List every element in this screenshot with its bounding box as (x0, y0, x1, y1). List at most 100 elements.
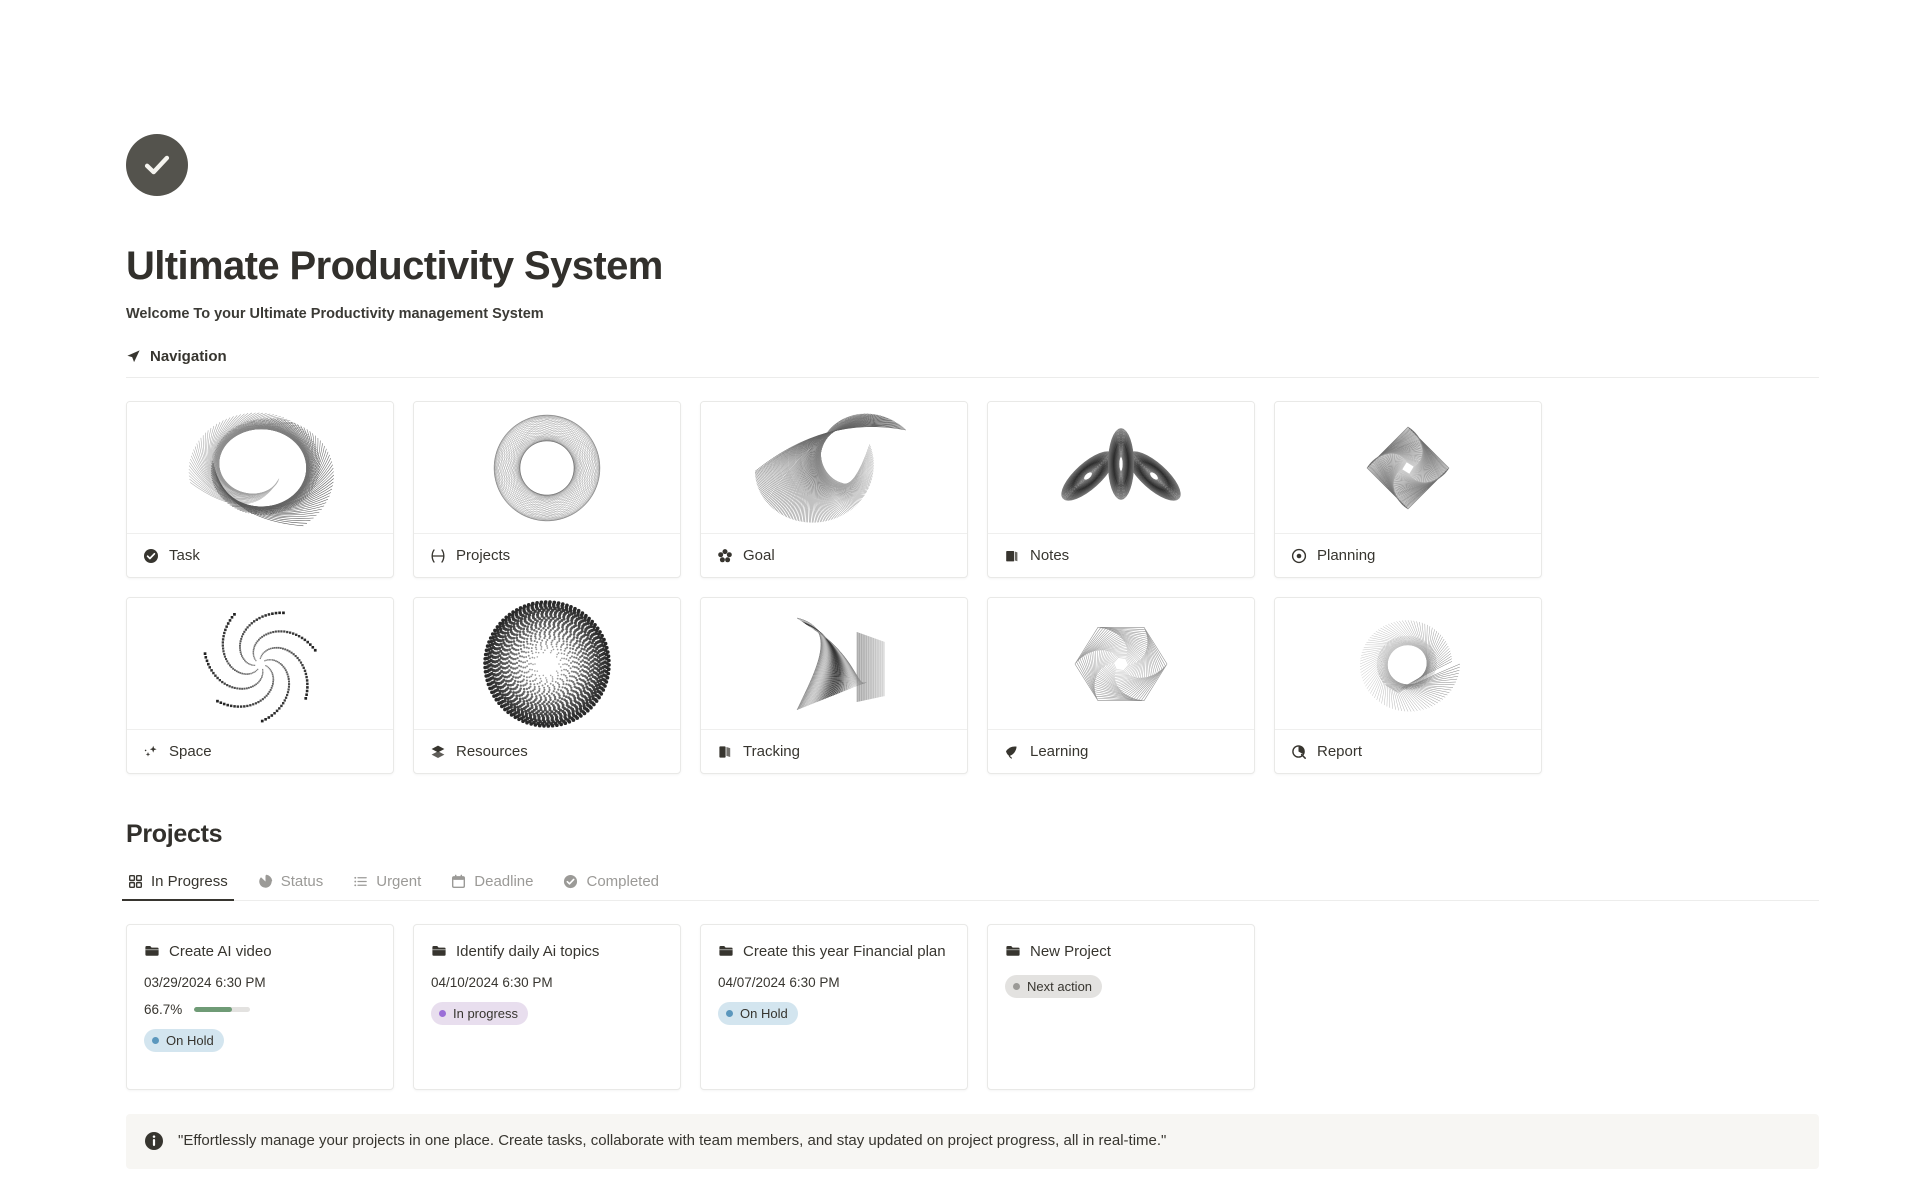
nav-card-label: Learning (1030, 743, 1089, 760)
project-card[interactable]: Create this year Financial plan 04/07/202… (700, 924, 968, 1090)
rotating-circles-artwork (414, 402, 680, 534)
nav-card-label-row: Tracking (701, 730, 967, 773)
tab-label: Completed (586, 873, 660, 890)
tab-deadline[interactable]: Deadline (449, 873, 535, 900)
pie-chart-icon (1292, 744, 1306, 759)
wave-fan-artwork (701, 402, 967, 534)
folder-icon (432, 946, 446, 956)
nav-card-label-row: Learning (988, 730, 1254, 773)
sparkles-icon (144, 745, 157, 757)
info-icon (145, 1132, 163, 1150)
nav-card-label-row: Resources (414, 730, 680, 773)
nav-card-planning[interactable]: Planning (1274, 401, 1542, 578)
book-open-icon (719, 745, 731, 758)
project-title: Create this year Financial plan (743, 943, 946, 960)
navigation-arrow-icon (127, 350, 140, 363)
project-date: 04/10/2024 6:30 PM (431, 974, 553, 990)
nav-card-goal[interactable]: Goal (700, 401, 968, 578)
status-dot-icon (152, 1036, 159, 1044)
tab-urgent[interactable]: Urgent (351, 873, 423, 900)
tab-completed[interactable]: Completed (561, 873, 661, 900)
nav-card-label: Resources (456, 743, 528, 760)
status-badge[interactable]: On Hold (144, 1028, 224, 1052)
project-title: Create AI video (169, 943, 272, 960)
status-badge[interactable]: On Hold (718, 1001, 798, 1025)
nav-card-label-row: Report (1275, 730, 1541, 773)
hero-icon-container (126, 0, 1826, 196)
spiral-diamond-artwork (1275, 402, 1541, 534)
nav-card-resources[interactable]: Resources (413, 597, 681, 774)
nav-card-label: Projects (456, 547, 511, 564)
clover-flower-icon (718, 548, 732, 562)
folder-icon (719, 946, 733, 956)
navigation-card-grid: Task Projects Goal Notes Planning Space Resour… (126, 401, 1826, 774)
pie-slice-icon (258, 874, 272, 888)
navigation-label: Navigation (150, 348, 227, 365)
project-title-row: Create AI video (144, 941, 376, 963)
project-card-grid: Create AI video 03/29/2024 6:30 PM 66.7% On… (126, 924, 1826, 1090)
nav-card-label: Tracking (743, 743, 800, 760)
progress-bar (194, 1006, 251, 1012)
project-progress: 66.7% (144, 1002, 376, 1017)
nav-card-report[interactable]: Report (1274, 597, 1542, 774)
check-circle-icon (126, 134, 188, 196)
status-badge[interactable]: Next action (1005, 974, 1103, 998)
project-title: Identify daily Ai topics (456, 943, 600, 960)
nav-card-label-row: Goal (701, 534, 967, 577)
ribbon-fold-artwork (701, 598, 967, 730)
list-bullets-icon (354, 876, 368, 887)
check-circle-icon (144, 548, 158, 563)
folder-icon (145, 946, 159, 956)
info-callout: "Effortlessly manage your projects in on… (126, 1114, 1819, 1169)
status-label: On Hold (740, 1005, 788, 1021)
projects-tab-bar: In Progress Status Urgent Deadline Completed (122, 873, 1819, 901)
nav-card-tracking[interactable]: Tracking (700, 597, 968, 774)
project-card[interactable]: Create AI video 03/29/2024 6:30 PM 66.7% On… (126, 924, 394, 1090)
status-label: In progress (453, 1005, 519, 1021)
loop-spiral-artwork (1275, 598, 1541, 730)
nav-card-notes[interactable]: Notes (987, 401, 1255, 578)
project-card[interactable]: New Project Next action (987, 924, 1255, 1090)
project-title-row: Create this year Financial plan (718, 941, 950, 963)
callout-text: "Effortlessly manage your projects in on… (178, 1132, 1167, 1149)
nav-card-label-row: Projects (414, 534, 680, 577)
nav-card-label: Planning (1317, 547, 1376, 564)
nav-card-task[interactable]: Task (126, 401, 394, 578)
nav-card-label-row: Space (127, 730, 393, 773)
nav-card-label: Notes (1030, 547, 1070, 564)
tab-in-progress[interactable]: In Progress (122, 873, 234, 901)
project-card[interactable]: Identify daily Ai topics 04/10/2024 6:30 … (413, 924, 681, 1090)
project-date: 03/29/2024 6:30 PM (144, 974, 266, 990)
status-dot-icon (439, 1009, 446, 1017)
layers-stack-icon (431, 745, 445, 758)
status-dot-icon (1013, 982, 1020, 990)
nav-card-space[interactable]: Space (126, 597, 394, 774)
grid-squares-icon (128, 874, 143, 889)
tab-status[interactable]: Status (256, 873, 326, 900)
nav-card-learning[interactable]: Learning (987, 597, 1255, 774)
nav-card-projects[interactable]: Projects (413, 401, 681, 578)
tab-label: Urgent (376, 873, 422, 890)
tab-label: Status (280, 873, 324, 890)
page-title: Ultimate Productivity System (126, 244, 663, 288)
tab-label: In Progress (151, 873, 228, 890)
nav-card-label-row: Notes (988, 534, 1254, 577)
status-label: Next action (1027, 978, 1093, 994)
page-content: Ultimate Productivity System Welcome To … (122, 0, 1826, 1169)
nav-card-label: Task (169, 547, 200, 564)
hex-spiral-artwork (988, 598, 1254, 730)
folder-icon (1006, 946, 1020, 956)
nav-card-label-row: Planning (1275, 534, 1541, 577)
navigation-heading: Navigation (126, 348, 1819, 378)
lotus-petals-artwork (988, 402, 1254, 534)
status-dot-icon (726, 1009, 733, 1017)
target-dot-icon (1291, 548, 1307, 563)
project-title-row: New Project (1005, 941, 1237, 963)
nav-card-label: Goal (743, 547, 775, 564)
status-badge[interactable]: In progress (431, 1001, 529, 1025)
calendar-icon (452, 874, 466, 889)
nav-card-label: Space (169, 743, 212, 760)
tab-label: Deadline (474, 873, 534, 890)
graduation-cap-icon (1006, 745, 1017, 759)
check-circle-icon (564, 874, 578, 889)
